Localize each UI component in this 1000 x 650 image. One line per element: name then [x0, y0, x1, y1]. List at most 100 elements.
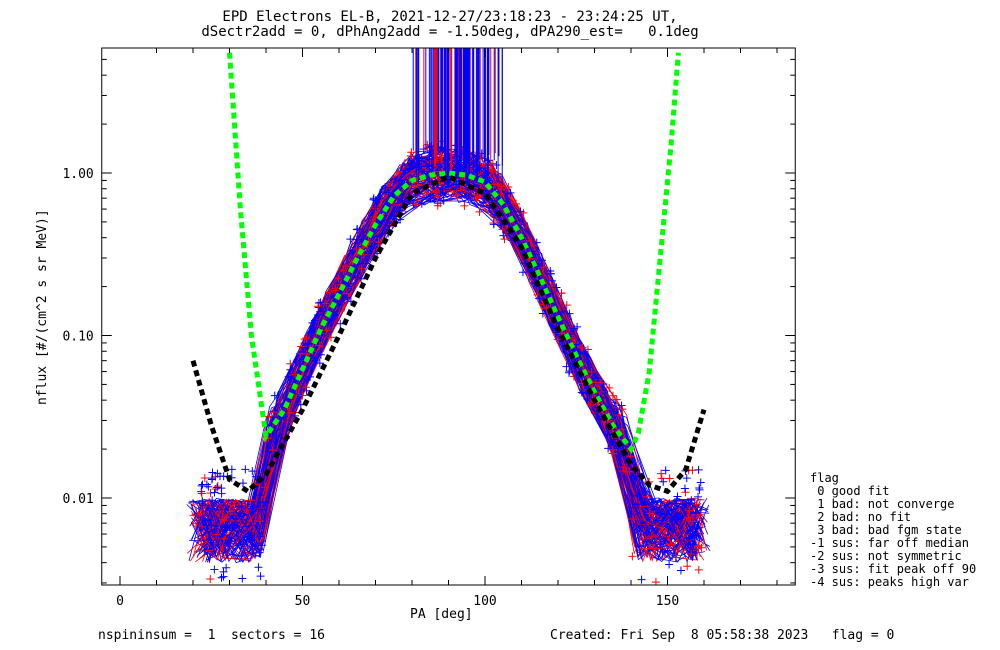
data-point — [198, 497, 207, 506]
data-point — [237, 551, 246, 560]
data-point — [314, 303, 323, 312]
data-point — [452, 190, 461, 199]
x-tick-label: 150 — [656, 594, 679, 609]
data-point — [682, 474, 691, 483]
x-tick-label: 50 — [295, 594, 311, 609]
data-point — [656, 540, 665, 549]
chart-title: EPD Electrons EL-B, 2021-12-27/23:18:23 … — [222, 9, 678, 25]
data-point — [401, 166, 410, 175]
data-point — [626, 452, 635, 461]
data-point — [577, 343, 586, 352]
data-point — [208, 496, 217, 505]
y-tick-label: 0.10 — [62, 330, 93, 345]
y-axis-label: nflux [#/(cm^2 s sr MeV)] — [35, 209, 50, 405]
data-point — [385, 181, 394, 190]
data-point — [586, 400, 595, 409]
data-point — [689, 540, 698, 549]
data-point — [343, 293, 352, 302]
data-point — [352, 245, 361, 254]
data-point — [637, 575, 646, 584]
data-point — [603, 430, 612, 439]
data-point — [657, 474, 666, 483]
data-point — [535, 294, 544, 303]
trace-line — [204, 162, 697, 558]
data-point — [539, 263, 548, 272]
data-point — [334, 274, 343, 283]
data-point — [381, 183, 390, 192]
legend-entry: -2 sus: not symmetric — [810, 549, 962, 563]
data-point — [256, 532, 265, 541]
data-point — [221, 523, 230, 532]
data-point — [361, 259, 370, 268]
data-point — [538, 309, 547, 318]
data-point — [694, 492, 703, 501]
data-point — [604, 444, 613, 453]
data-point — [489, 180, 498, 189]
data-point — [643, 492, 652, 501]
data-point — [272, 437, 281, 446]
data-point — [213, 483, 222, 492]
data-point — [685, 506, 694, 515]
data-point — [562, 301, 571, 310]
data-point — [322, 326, 331, 335]
data-point — [322, 299, 331, 308]
data-point — [315, 359, 324, 368]
data-point — [546, 269, 555, 278]
data-point — [665, 474, 674, 483]
data-point — [625, 467, 634, 476]
data-point — [683, 562, 692, 571]
data-point — [369, 195, 378, 204]
data-point — [628, 552, 637, 561]
data-point — [375, 194, 384, 203]
data-point — [658, 547, 667, 556]
data-point — [659, 477, 668, 486]
legend-title: flag — [810, 471, 839, 485]
data-point — [229, 500, 238, 509]
data-point — [695, 484, 704, 493]
data-point — [225, 507, 234, 516]
data-point — [357, 274, 366, 283]
data-point — [284, 372, 293, 381]
data-point — [423, 144, 432, 153]
data-point — [314, 302, 323, 311]
data-point — [255, 491, 264, 500]
data-point — [286, 365, 295, 374]
data-point — [385, 201, 394, 210]
data-point — [578, 389, 587, 398]
data-point — [680, 484, 689, 493]
data-point — [238, 479, 247, 488]
data-point — [583, 394, 592, 403]
data-point — [256, 517, 265, 526]
data-layer — [186, 48, 711, 585]
data-point — [538, 256, 547, 265]
data-point — [492, 160, 501, 169]
data-point — [208, 504, 217, 513]
data-point — [301, 383, 310, 392]
data-point — [633, 491, 642, 500]
data-point — [298, 391, 307, 400]
data-point — [516, 207, 525, 216]
data-point — [565, 367, 574, 376]
data-point — [237, 502, 246, 511]
data-point — [348, 247, 357, 256]
data-point — [426, 194, 435, 203]
trace-line — [202, 147, 697, 564]
data-point — [673, 492, 682, 501]
data-point — [661, 510, 670, 519]
y-tick-label: 1.00 — [62, 167, 93, 182]
data-point — [407, 148, 416, 157]
data-point — [696, 478, 705, 487]
data-point — [687, 496, 696, 505]
data-point — [696, 510, 705, 519]
trace-line — [198, 163, 695, 555]
data-point — [694, 565, 703, 574]
data-point — [251, 472, 260, 481]
data-point — [295, 349, 304, 358]
data-point — [649, 543, 658, 552]
data-point — [562, 362, 571, 371]
data-point — [217, 573, 226, 582]
data-point — [207, 521, 216, 530]
data-point — [694, 542, 703, 551]
data-point — [315, 341, 324, 350]
